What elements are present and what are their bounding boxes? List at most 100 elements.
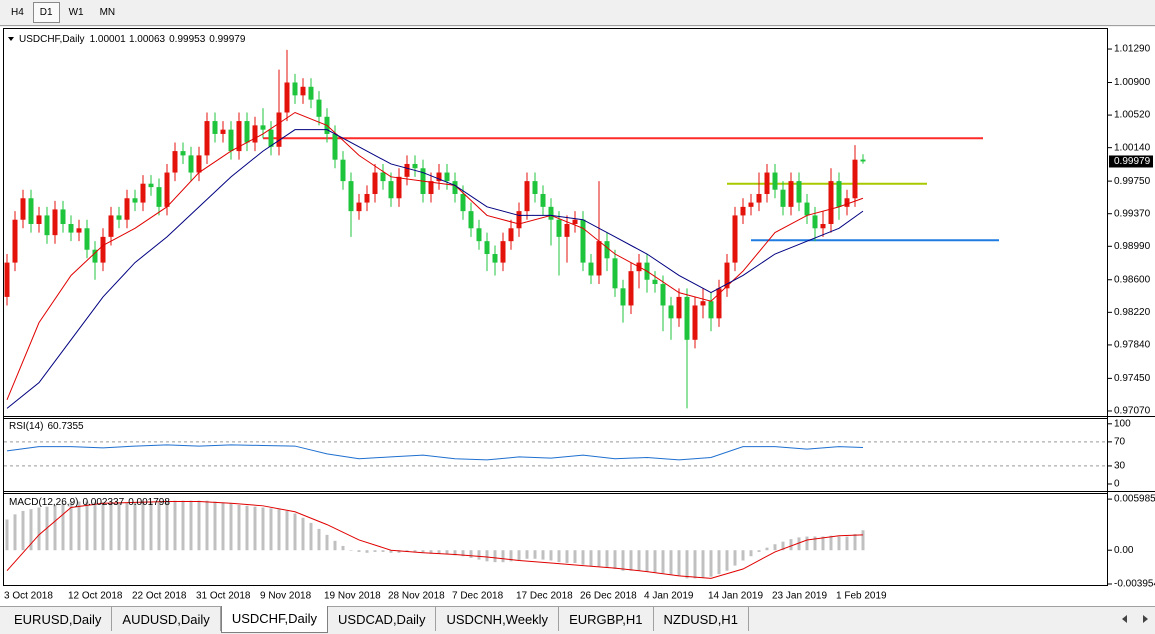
candle-body xyxy=(36,215,42,225)
chart-tab[interactable]: NZDUSD,H1 xyxy=(654,607,749,631)
candle-body xyxy=(716,288,722,319)
macd-bar xyxy=(733,550,737,566)
candle-body xyxy=(836,181,842,207)
macd-bar xyxy=(621,550,625,571)
candle-body xyxy=(20,198,26,220)
macd-bar xyxy=(837,536,841,551)
macd-bar xyxy=(645,550,649,572)
candle-body xyxy=(412,163,418,169)
candle-body xyxy=(364,193,370,203)
macd-bar xyxy=(261,507,265,551)
macd-bar xyxy=(141,501,145,551)
macd-bar xyxy=(765,547,769,551)
candle-body xyxy=(532,181,538,194)
y-tick-label: -0.003954 xyxy=(1114,579,1155,590)
x-tick-label: 12 Oct 2018 xyxy=(68,591,123,602)
y-tick-label: 0.97070 xyxy=(1114,406,1151,417)
macd-bar xyxy=(93,502,97,551)
candle-body xyxy=(52,209,58,236)
candle-body xyxy=(652,279,658,285)
dropdown-icon[interactable] xyxy=(8,37,14,41)
macd-bar xyxy=(5,519,9,551)
macd-bar xyxy=(325,534,329,551)
y-tick-label: 30 xyxy=(1114,461,1126,472)
candle-body xyxy=(764,172,770,194)
x-tick-label: 1 Feb 2019 xyxy=(836,591,887,602)
macd-bar xyxy=(565,550,569,564)
macd-bar xyxy=(813,536,817,551)
candle-body xyxy=(748,202,754,207)
candle-body xyxy=(596,241,602,276)
macd-bar xyxy=(805,536,809,551)
candle-body xyxy=(100,236,106,263)
macd-bar xyxy=(69,502,73,551)
candle-body xyxy=(252,125,258,143)
candle-body xyxy=(772,172,778,190)
candle-body xyxy=(156,187,162,207)
y-tick-label: 0 xyxy=(1114,479,1120,490)
candle-body xyxy=(76,228,82,233)
macd-bar xyxy=(573,550,577,564)
scroll-left[interactable] xyxy=(1122,615,1127,623)
y-tick-label: 70 xyxy=(1114,437,1126,448)
y-tick-label: 100 xyxy=(1114,418,1131,429)
chart-tab[interactable]: EURGBP,H1 xyxy=(559,607,654,631)
macd-bar xyxy=(741,550,745,561)
candle-body xyxy=(396,176,402,199)
candle-body xyxy=(300,86,306,96)
macd-bar xyxy=(149,501,153,551)
macd-bar xyxy=(453,550,457,556)
macd-bar xyxy=(21,510,25,551)
candle-body xyxy=(292,82,298,96)
macd-bar xyxy=(677,550,681,576)
macd-bar xyxy=(389,550,393,553)
high: 1.00063 xyxy=(129,34,166,45)
macd-bar xyxy=(293,513,297,551)
chart-tab[interactable]: EURUSD,Daily xyxy=(4,607,113,631)
x-tick-label: 4 Jan 2019 xyxy=(644,591,694,602)
candle-body xyxy=(628,271,634,306)
candle-body xyxy=(84,228,90,250)
rsi-value: 60.7355 xyxy=(47,421,84,432)
chart-tab[interactable]: AUDUSD,Daily xyxy=(112,607,221,631)
candle-body xyxy=(500,241,506,263)
macd-bar xyxy=(29,509,33,551)
x-tick-label: 22 Oct 2018 xyxy=(132,591,187,602)
chart-header: USDCHF,Daily 1.00001 1.00063 0.99953 0.99979 xyxy=(19,34,246,45)
macd-bar xyxy=(277,509,281,551)
scroll-right[interactable] xyxy=(1143,615,1148,623)
chart-frame xyxy=(3,28,1108,586)
macd-bar xyxy=(269,508,273,551)
macd-value: 0.002337 xyxy=(82,497,124,508)
candle-body xyxy=(820,224,826,229)
macd-bar xyxy=(725,550,729,571)
timeframe-button[interactable]: W1 xyxy=(68,7,84,18)
candle-body xyxy=(756,193,762,203)
candle-body xyxy=(196,155,202,173)
macd-bar xyxy=(37,507,41,551)
chart-tab[interactable]: USDCHF,Daily xyxy=(220,606,329,633)
macd-bar xyxy=(117,502,121,551)
macd-bar xyxy=(829,535,833,551)
candle-body xyxy=(284,82,290,113)
chart-bg xyxy=(0,27,1155,606)
chart-tab[interactable]: USDCNH,Weekly xyxy=(436,607,560,631)
timeframe-toolbar: H4 D1 W1 MN xyxy=(0,0,1155,26)
chart-tab[interactable]: USDCAD,Daily xyxy=(328,607,437,631)
macd-bar xyxy=(61,503,65,551)
x-tick-label: 19 Nov 2018 xyxy=(324,591,381,602)
timeframe-button[interactable]: MN xyxy=(99,7,116,18)
candle-body xyxy=(700,301,706,306)
candle-body xyxy=(460,193,466,212)
macd-signal-value: 0.001798 xyxy=(128,497,170,508)
timeframe-button[interactable]: H4 xyxy=(11,7,24,18)
candle-body xyxy=(148,183,154,188)
x-tick-label: 23 Jan 2019 xyxy=(772,591,827,602)
candle-body xyxy=(684,296,690,340)
candle-body xyxy=(164,172,170,207)
macd-bar xyxy=(221,502,225,551)
candle-body xyxy=(668,305,674,319)
candle-body xyxy=(796,181,802,203)
timeframe-button[interactable]: D1 xyxy=(32,2,60,23)
